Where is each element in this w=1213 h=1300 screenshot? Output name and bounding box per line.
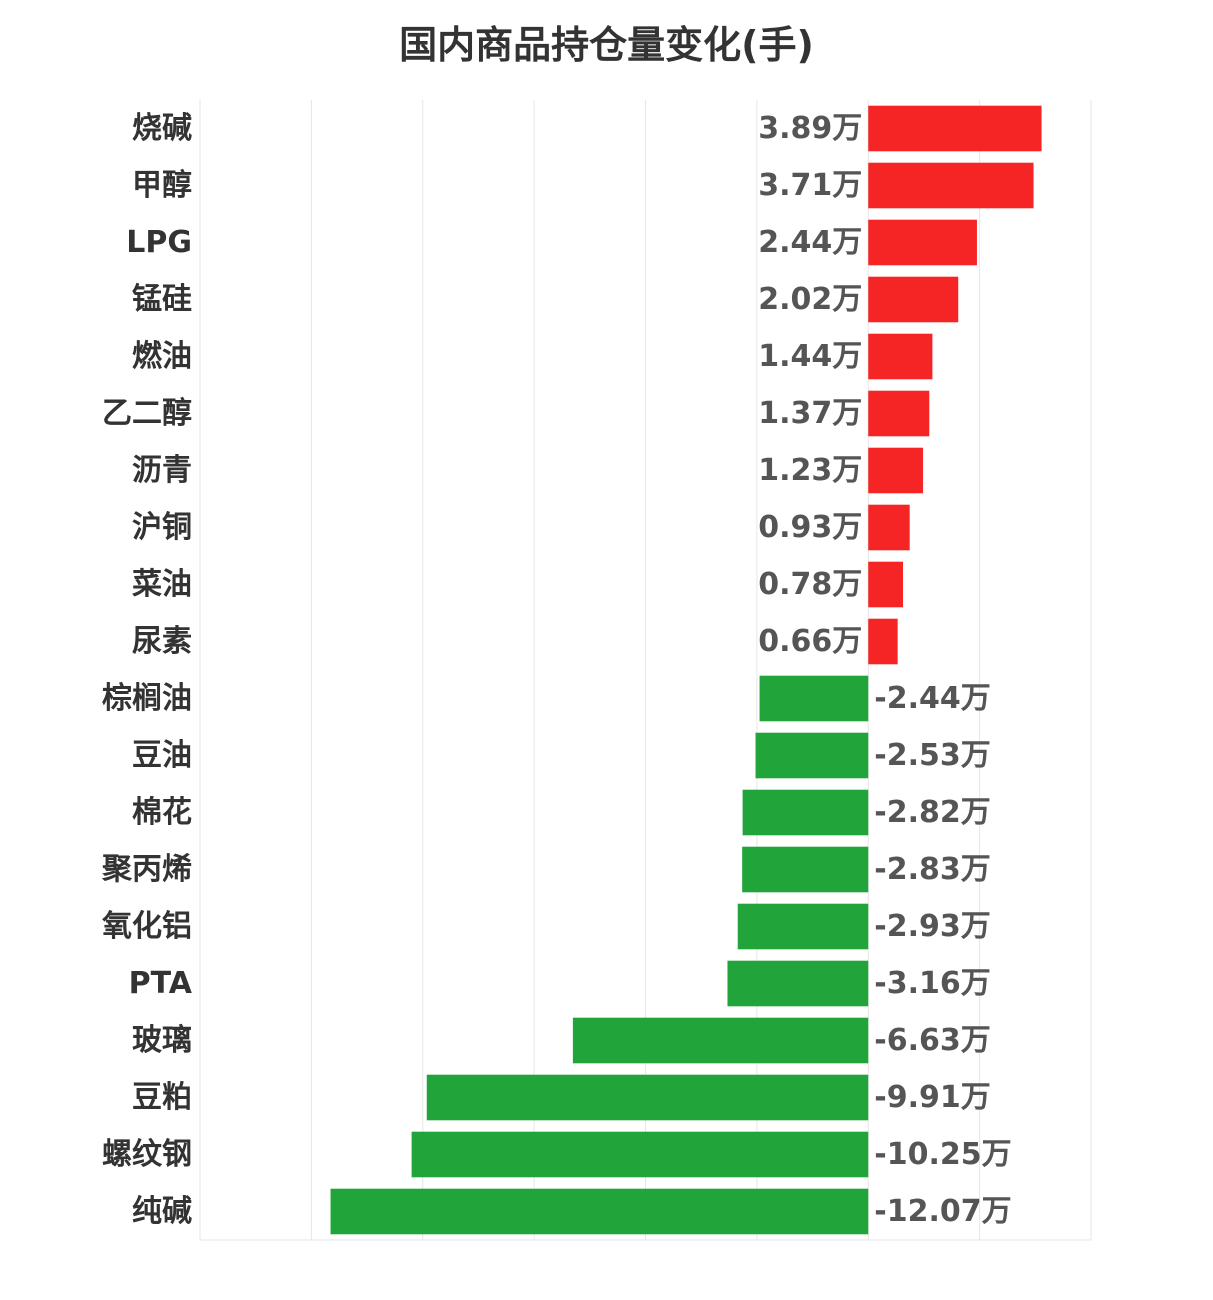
category-label: 甲醇 — [132, 168, 192, 203]
chart-title: 国内商品持仓量变化(手) — [399, 23, 814, 67]
bar — [868, 333, 933, 380]
value-label: -12.07万 — [874, 1194, 1011, 1229]
value-label: 2.44万 — [758, 225, 862, 260]
value-label: 0.93万 — [758, 510, 862, 545]
value-labels: 3.89万 3.71万 2.44万 2.02万 1.44万 1.37万 1.23万 0.93万… — [758, 111, 1011, 1229]
value-label: -2.53万 — [874, 738, 990, 773]
bar — [868, 162, 1034, 209]
category-label: PTA — [129, 966, 193, 1001]
value-label: -2.93万 — [874, 909, 990, 944]
category-label: LPG — [126, 225, 192, 260]
bar — [572, 1017, 869, 1064]
category-label: 纯碱 — [132, 1194, 192, 1229]
value-label: 0.66万 — [758, 624, 862, 659]
bar — [868, 105, 1042, 152]
category-label: 螺纹钢 — [102, 1137, 192, 1172]
bar — [868, 447, 924, 494]
bar — [411, 1131, 869, 1178]
value-label: 1.23万 — [758, 453, 862, 488]
bar — [737, 903, 869, 950]
bar — [868, 561, 903, 608]
value-label: -3.16万 — [874, 966, 990, 1001]
bar — [868, 390, 930, 437]
value-label: 0.78万 — [758, 567, 862, 602]
category-label: 沥青 — [132, 453, 192, 488]
category-label: 尿素 — [132, 624, 192, 659]
category-label: 棕榈油 — [102, 681, 192, 716]
grid — [199, 100, 1092, 1241]
category-label: 棉花 — [132, 795, 192, 830]
category-label: 聚丙烯 — [101, 852, 192, 887]
bar — [330, 1188, 869, 1235]
value-label: 1.37万 — [758, 396, 862, 431]
value-label: -2.44万 — [874, 681, 990, 716]
category-label: 氧化铝 — [102, 909, 192, 944]
category-label: 沪铜 — [132, 510, 192, 545]
bar — [868, 618, 898, 665]
value-label: 3.71万 — [758, 168, 862, 203]
category-label: 玻璃 — [132, 1023, 192, 1058]
category-label: 豆油 — [132, 738, 192, 773]
value-label: -2.82万 — [874, 795, 990, 830]
bar — [868, 504, 910, 551]
bar — [742, 846, 869, 893]
bar — [868, 219, 977, 266]
bar — [727, 960, 869, 1007]
value-label: 3.89万 — [758, 111, 862, 146]
category-label: 烧碱 — [132, 111, 192, 146]
value-label: -2.83万 — [874, 852, 990, 887]
bar — [426, 1074, 869, 1121]
value-label: 1.44万 — [758, 339, 862, 374]
category-label: 豆粕 — [132, 1080, 192, 1115]
category-label: 燃油 — [132, 339, 192, 374]
value-label: -6.63万 — [874, 1023, 990, 1058]
value-label: -9.91万 — [874, 1080, 990, 1115]
bar — [755, 732, 869, 779]
value-label: -10.25万 — [874, 1137, 1011, 1172]
bar — [759, 675, 869, 722]
category-label: 乙二醇 — [102, 396, 192, 431]
bar — [742, 789, 869, 836]
bar — [868, 276, 959, 323]
value-label: 2.02万 — [758, 282, 862, 317]
bars — [330, 105, 1042, 1235]
category-label: 菜油 — [132, 567, 192, 602]
category-label: 锰硅 — [132, 282, 192, 317]
